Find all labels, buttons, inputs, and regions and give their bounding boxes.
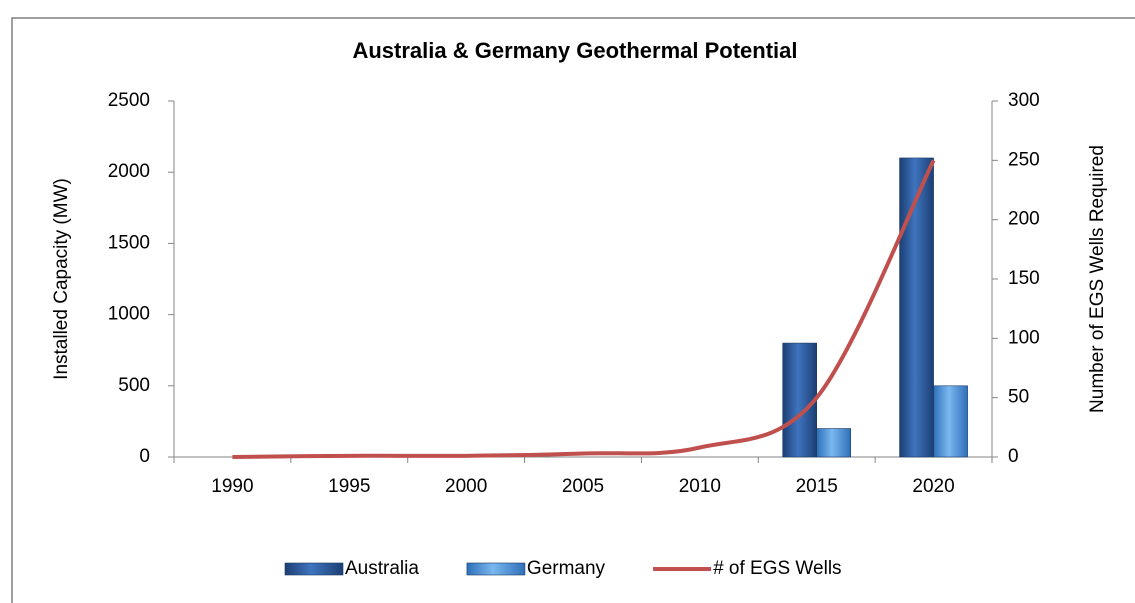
- chart-border: [11, 17, 1135, 603]
- x-tick-label: 2005: [562, 476, 604, 497]
- y-tick-label: 0: [139, 446, 150, 467]
- bar: [933, 385, 968, 458]
- y-axis-label: Installed Capacity (MW): [51, 178, 72, 380]
- y2-tick-label: 50: [1008, 387, 1029, 408]
- y-tick-label: 500: [118, 375, 150, 396]
- y2-tick-label: 0: [1008, 446, 1019, 467]
- bar: [816, 428, 852, 458]
- y-tick-label: 2500: [108, 90, 150, 111]
- bar: [782, 342, 818, 458]
- line-series: [232, 159, 936, 459]
- bar: [899, 157, 934, 458]
- y2-tick-label: 100: [1008, 327, 1040, 348]
- y-tick-label: 1000: [108, 304, 150, 325]
- x-tick-label: 1990: [211, 476, 253, 497]
- x-tick-label: 1995: [328, 476, 370, 497]
- chart-title: Australia & Germany Geothermal Potential: [352, 38, 797, 63]
- y2-tick-label: 300: [1008, 90, 1040, 111]
- y2-axis-label: Number of EGS Wells Required: [1087, 145, 1108, 413]
- legend-swatch: [466, 562, 526, 576]
- y2-tick-label: 200: [1008, 209, 1040, 230]
- y2-tick-label: 150: [1008, 268, 1040, 289]
- x-tick-label: 2000: [445, 476, 487, 497]
- x-tick-label: 2010: [679, 476, 721, 497]
- y-tick-label: 1500: [108, 232, 150, 253]
- y-tick-label: 2000: [108, 161, 150, 182]
- legend-swatch: [284, 562, 344, 576]
- x-tick-label: 2020: [912, 476, 954, 497]
- legend-label: Australia: [345, 558, 419, 579]
- legend-label: Germany: [527, 558, 606, 579]
- legend-label: # of EGS Wells: [713, 558, 841, 579]
- x-tick-label: 2015: [796, 476, 838, 497]
- y2-tick-label: 250: [1008, 149, 1040, 170]
